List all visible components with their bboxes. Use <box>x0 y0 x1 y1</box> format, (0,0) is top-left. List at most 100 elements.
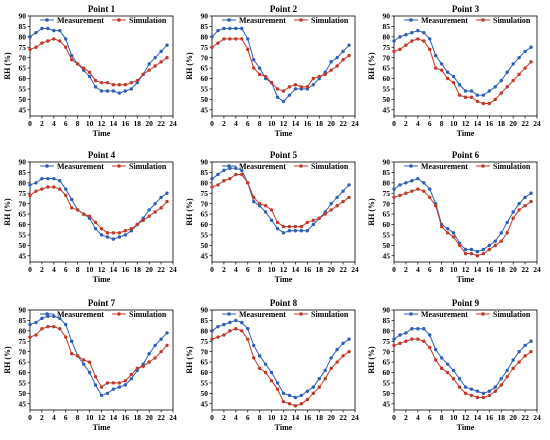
legend-label-measurement: Measurement <box>239 162 286 171</box>
data-point-measurement <box>275 226 280 231</box>
data-point-simulation <box>210 337 214 341</box>
chart-title: Point 4 <box>88 150 116 160</box>
data-point-simulation <box>40 187 44 191</box>
data-point-simulation <box>293 224 298 229</box>
legend-marker-measurement <box>45 164 49 168</box>
data-point-simulation <box>153 64 157 68</box>
data-point-measurement <box>105 235 110 239</box>
data-point-simulation <box>111 231 116 235</box>
x-tick-label: 4 <box>52 119 56 128</box>
data-point-measurement <box>469 387 474 391</box>
x-tick-label: 12 <box>462 413 470 422</box>
y-tick-label: 45 <box>201 251 209 260</box>
x-tick-label: 24 <box>169 413 177 422</box>
y-tick-label: 60 <box>19 220 27 229</box>
data-point-simulation <box>523 204 527 208</box>
legend-marker-measurement <box>227 312 231 316</box>
x-tick-label: 10 <box>86 119 94 128</box>
y-tick-label: 70 <box>19 199 27 208</box>
data-point-measurement <box>40 316 44 321</box>
data-point-measurement <box>252 58 256 62</box>
data-point-simulation <box>246 181 250 185</box>
y-tick-label: 75 <box>383 189 391 198</box>
data-point-measurement <box>105 391 110 396</box>
data-point-measurement <box>222 168 226 173</box>
x-tick-label: 2 <box>404 119 408 128</box>
data-point-simulation <box>499 383 503 387</box>
x-tick-label: 22 <box>157 119 165 128</box>
data-point-simulation <box>263 204 268 208</box>
data-point-measurement <box>487 243 492 248</box>
data-point-measurement <box>323 368 327 373</box>
data-point-simulation <box>216 183 220 187</box>
y-tick-label: 50 <box>201 241 209 250</box>
data-point-measurement <box>311 83 315 87</box>
x-tick-label: 2 <box>40 119 44 128</box>
x-axis-label: Time <box>457 275 475 284</box>
data-point-simulation <box>529 60 533 64</box>
x-tick-label: 8 <box>76 413 80 422</box>
data-point-measurement <box>445 226 450 231</box>
y-tick-label: 45 <box>19 251 27 260</box>
data-point-measurement <box>117 235 122 239</box>
data-point-simulation <box>75 208 80 212</box>
x-tick-label: 14 <box>110 119 118 128</box>
series-line-measurement <box>29 315 168 397</box>
data-point-measurement <box>93 383 98 387</box>
data-point-simulation <box>475 395 480 400</box>
data-point-simulation <box>392 195 396 200</box>
x-tick-label: 0 <box>28 265 32 274</box>
data-point-simulation <box>263 74 268 79</box>
data-point-measurement <box>341 341 345 346</box>
data-point-measurement <box>275 381 280 385</box>
legend-marker-measurement <box>409 18 413 22</box>
data-point-simulation <box>257 366 262 371</box>
y-tick-label: 50 <box>383 241 391 250</box>
y-tick-label: 80 <box>19 32 27 41</box>
data-point-simulation <box>445 76 450 81</box>
data-point-simulation <box>410 189 414 193</box>
series-line-simulation <box>29 326 168 388</box>
data-point-measurement <box>293 229 298 233</box>
data-point-simulation <box>445 231 450 235</box>
data-point-simulation <box>463 251 468 256</box>
data-point-measurement <box>499 231 503 235</box>
legend-marker-measurement <box>409 312 413 316</box>
series-line-measurement <box>393 328 532 394</box>
data-point-measurement <box>159 49 163 54</box>
data-point-measurement <box>445 362 450 366</box>
data-point-simulation <box>75 62 80 66</box>
data-point-measurement <box>147 352 151 356</box>
data-point-simulation <box>210 45 214 49</box>
y-tick-label: 65 <box>201 358 209 367</box>
x-tick-label: 0 <box>28 119 32 128</box>
x-tick-label: 22 <box>339 119 347 128</box>
data-point-simulation <box>52 324 56 329</box>
data-point-simulation <box>222 37 226 41</box>
data-point-measurement <box>317 377 321 381</box>
x-tick-label: 14 <box>292 413 300 422</box>
data-point-measurement <box>404 181 408 185</box>
x-tick-label: 8 <box>258 265 262 274</box>
data-point-measurement <box>505 368 509 373</box>
x-tick-label: 24 <box>351 119 359 128</box>
data-point-simulation <box>341 199 345 204</box>
data-point-simulation <box>234 37 238 41</box>
data-point-simulation <box>281 89 286 93</box>
y-tick-label: 85 <box>383 316 391 325</box>
x-tick-label: 20 <box>327 265 335 274</box>
data-point-measurement <box>481 93 486 97</box>
data-point-measurement <box>275 95 280 99</box>
legend-label-measurement: Measurement <box>421 162 468 171</box>
data-point-measurement <box>422 181 426 185</box>
data-point-simulation <box>511 216 515 220</box>
y-tick-label: 60 <box>201 74 209 83</box>
y-tick-label: 90 <box>201 158 209 167</box>
data-point-simulation <box>165 55 169 60</box>
data-point-simulation <box>529 349 533 354</box>
x-tick-label: 0 <box>392 119 396 128</box>
data-point-measurement <box>129 87 133 91</box>
data-point-simulation <box>493 389 497 393</box>
